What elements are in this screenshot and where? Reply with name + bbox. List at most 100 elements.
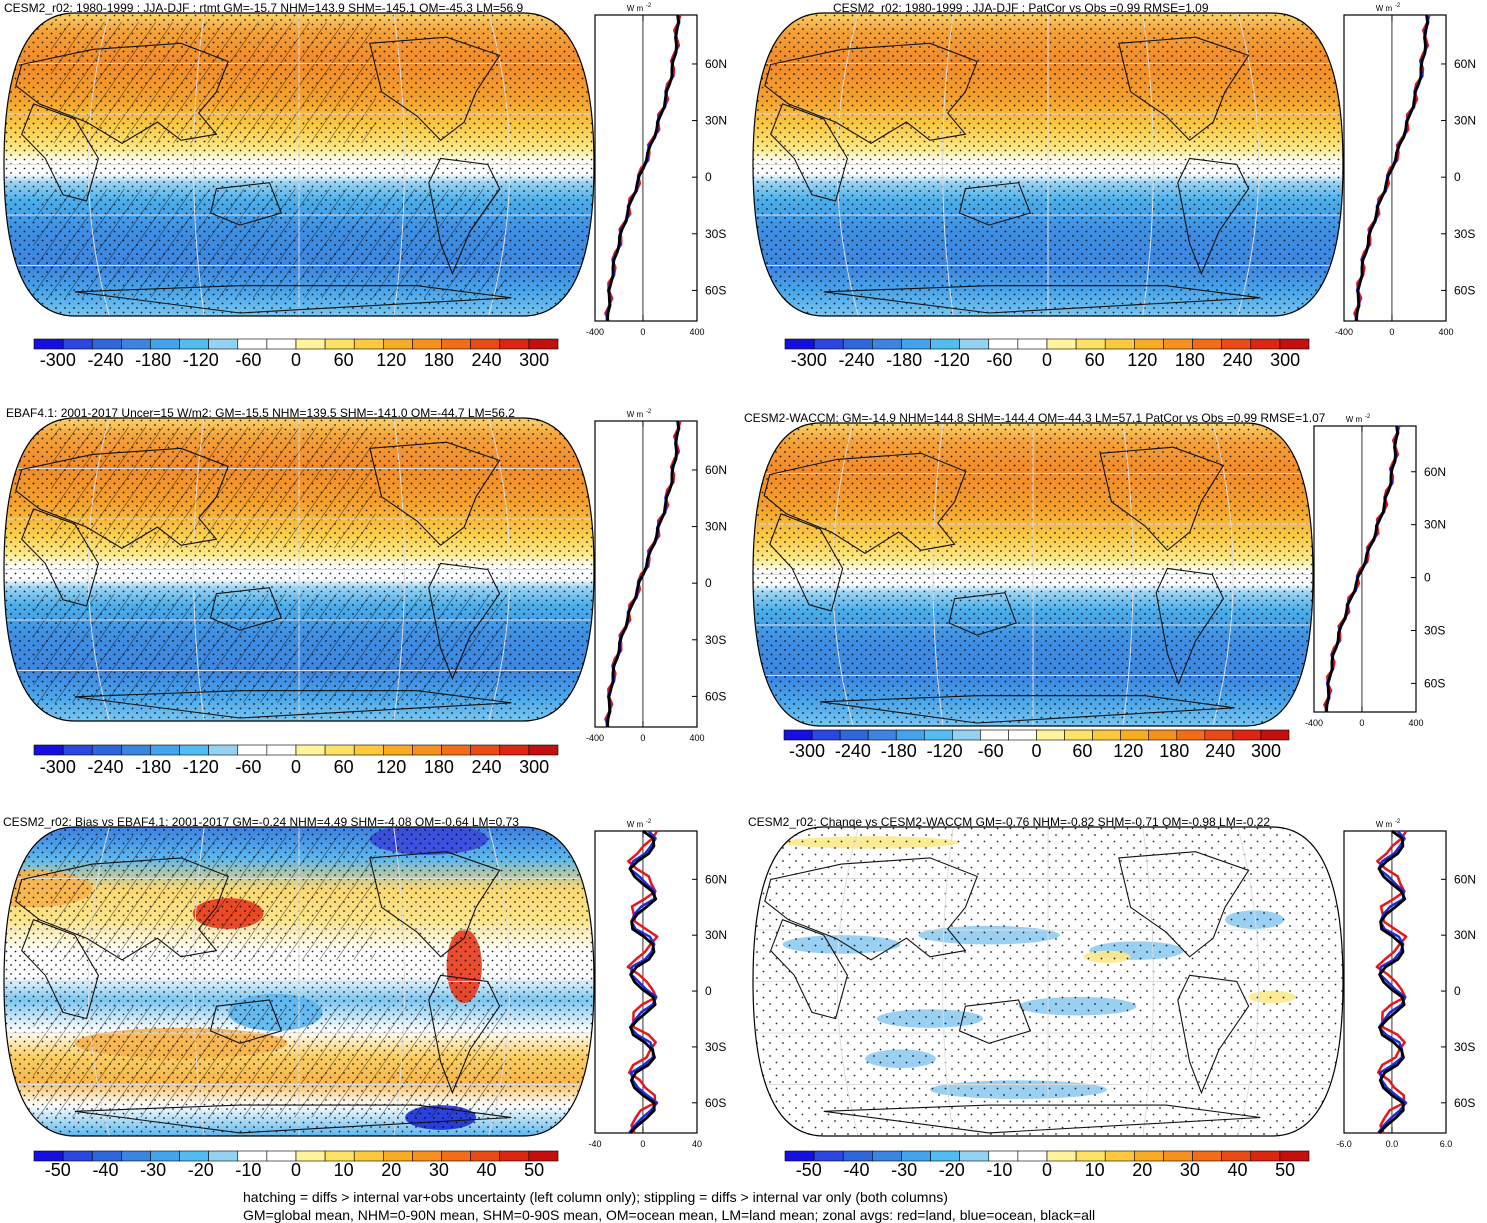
colorbar-label: 120: [1127, 350, 1157, 370]
panel-6-colorbar: -50 -40 -30 -20 -10 0 10 20 30 40 50: [784, 1150, 1310, 1180]
panel-4-title: CESM2-WACCM: GM=-14.9 NHM=144.8 SHM=-144…: [744, 411, 1326, 425]
panel-1-title: CESM2_r02: 1980-1999 : JJA-DJF : rtmt GM…: [4, 1, 524, 15]
colorbar-cell: [872, 338, 902, 350]
colorbar-cell: [1104, 1150, 1135, 1162]
colorbar-cell: [1064, 729, 1093, 741]
zonal-x-tick-label: 0: [640, 733, 645, 743]
map-border: [752, 12, 1344, 317]
panel-4-colorbar: -300 -240 -180 -120 -60 0 60 120 180 240 300: [783, 729, 1290, 761]
zonal-x-tick-label: 400: [1438, 327, 1453, 337]
colorbar-cell: [1134, 338, 1164, 350]
colorbar-cell: [1192, 338, 1222, 350]
zonal-x-tick-label: 0: [640, 327, 645, 337]
coastline: [209, 182, 283, 226]
zonal-lat-label: 30N: [705, 928, 727, 942]
zonal-unit-label: W m: [627, 410, 644, 419]
colorbar-cell: [783, 729, 813, 741]
zonal-unit-label: W m: [1376, 820, 1393, 829]
zonal-x-tick-label: -6.0: [1336, 1139, 1352, 1149]
coastline: [958, 182, 1032, 226]
coastline: [209, 587, 283, 631]
colorbar-label: 40: [477, 1160, 497, 1180]
zonal-unit-label: W m: [1346, 415, 1363, 424]
colorbar-label: 60: [334, 757, 354, 777]
colorbar-label: -30: [891, 1160, 917, 1180]
colorbar-label: 180: [424, 757, 454, 777]
zonal-x-tick-label: 0: [640, 1139, 645, 1149]
panel-6-map: [753, 827, 1343, 1136]
coastline: [823, 285, 1261, 314]
colorbar-cell: [1148, 729, 1178, 741]
coastline: [21, 103, 99, 202]
colorbar-cell: [266, 744, 297, 756]
colorbar-cell: [121, 338, 151, 350]
zonal-x-tick-label: -400: [586, 733, 604, 743]
zonal-x-tick-label: 400: [1408, 718, 1423, 728]
colorbar-cell: [528, 338, 559, 350]
colorbar-cell: [499, 744, 530, 756]
colorbar-label: 300: [1251, 741, 1281, 761]
colorbar-label: -40: [843, 1160, 869, 1180]
colorbar-label: 300: [1270, 350, 1300, 370]
zonal-lat-label: 60N: [1454, 57, 1476, 71]
colorbar-label: 240: [1205, 741, 1235, 761]
coastline: [74, 690, 512, 719]
colorbar-cell: [353, 1150, 384, 1162]
colorbar-cell: [412, 744, 442, 756]
colorbar-label: -240: [838, 350, 874, 370]
colorbar-cell: [1104, 338, 1135, 350]
zonal-x-tick-label: 0: [1359, 718, 1364, 728]
colorbar-label: -60: [235, 757, 261, 777]
zonal-lat-label: 0: [705, 170, 712, 184]
panel-1: -400 0 400 W m -2 60N 30N 0 30S 60S -300 -240 -180 -1…: [3, 3, 727, 370]
colorbar-label: 0: [1042, 350, 1052, 370]
zonal-lat-label: 0: [1424, 571, 1431, 585]
colorbar-label: 50: [524, 1160, 544, 1180]
zonal-frame: [594, 420, 698, 728]
colorbar-label: -180: [135, 350, 171, 370]
colorbar-cell: [91, 338, 122, 350]
colorbar-cell: [150, 744, 180, 756]
colorbar-cell: [1120, 729, 1150, 741]
colorbar-cell: [353, 338, 384, 350]
colorbar-label: 120: [376, 757, 406, 777]
colorbar-label: -120: [183, 350, 219, 370]
panel-3: -400 0 400 W m -2 60N 30N 0 30S 60S -300 -240 -180 -1…: [3, 409, 727, 777]
colorbar-cell: [952, 729, 981, 741]
zonal-x-tick-label: 0.0: [1386, 1139, 1399, 1149]
colorbar-cell: [208, 338, 239, 350]
colorbar-cell: [895, 729, 925, 741]
graticule-lon: [836, 827, 859, 1136]
colorbar-cell: [1260, 729, 1290, 741]
zonal-lat-label: 60S: [1424, 676, 1445, 690]
colorbar-label: 40: [1228, 1160, 1248, 1180]
panel-3-map: [4, 418, 594, 721]
coastline: [820, 695, 1235, 724]
colorbar-cell: [1204, 729, 1234, 741]
zonal-lat-label: 60N: [1424, 465, 1446, 479]
colorbar-label: -240: [835, 741, 871, 761]
colorbar-cell: [1250, 338, 1281, 350]
coastline: [15, 447, 229, 549]
zonal-lat-label: 30N: [1424, 518, 1446, 532]
graticule-lon: [193, 827, 205, 1136]
zonal-lat-label: 60S: [705, 1096, 726, 1110]
panel-6-zonal: -6.0 0.0 6.0 W m -2 60N 30N 0 30S 60S: [1336, 819, 1476, 1149]
colorbar-cell: [324, 338, 355, 350]
coastline: [770, 103, 848, 202]
footer-line-1: hatching = diffs > internal var+obs unce…: [243, 1189, 948, 1205]
colorbar-label: -40: [92, 1160, 118, 1180]
colorbar-cell: [383, 338, 413, 350]
colorbar-cell: [980, 729, 1009, 741]
zonal-curve: [606, 14, 680, 322]
graticule-lon: [488, 418, 511, 721]
footer-line-2: GM=global mean, NHM=0-90N mean, SHM=0-90…: [243, 1207, 1096, 1223]
colorbar-cell: [813, 338, 844, 350]
coastline: [764, 857, 978, 961]
colorbar-label: 60: [1072, 741, 1092, 761]
coastline: [428, 562, 501, 681]
panel-5-zonal: -40 0 40 W m -2 60N 30N 0 30S 60S: [588, 819, 727, 1149]
graticule-lon: [393, 418, 405, 721]
graticule-lon: [942, 13, 954, 316]
colorbar-label: 0: [291, 1160, 301, 1180]
